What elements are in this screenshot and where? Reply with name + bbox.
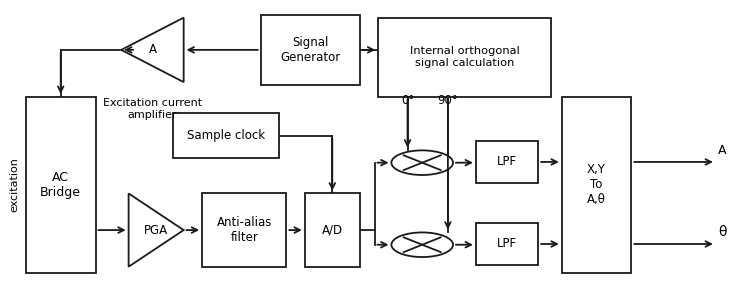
Text: 0°: 0° [401,94,414,107]
Polygon shape [121,18,184,82]
Bar [562,97,631,273]
Text: Anti-alias
filter: Anti-alias filter [216,216,272,244]
Bar [202,193,286,267]
Text: PGA: PGA [144,224,169,237]
Text: X,Y
To
A,θ: X,Y To A,θ [587,163,606,206]
Text: Internal orthogonal
signal calculation: Internal orthogonal signal calculation [410,46,519,68]
Bar [172,113,279,158]
Text: LPF: LPF [497,237,517,251]
Text: AC
Bridge: AC Bridge [40,171,81,199]
Polygon shape [129,193,184,267]
Text: Sample clock: Sample clock [187,129,265,142]
Circle shape [392,150,453,175]
Bar [25,97,96,273]
Text: θ: θ [718,225,727,239]
Text: A/D: A/D [322,224,343,237]
Text: Excitation current
amplifier: Excitation current amplifier [103,98,201,120]
Circle shape [392,232,453,257]
Text: 90°: 90° [437,94,458,107]
Text: Signal
Generator: Signal Generator [280,36,340,64]
Bar [476,223,539,265]
Bar [305,193,360,267]
Text: A: A [148,43,157,57]
Bar [378,18,551,97]
Text: LPF: LPF [497,155,517,168]
Text: A: A [718,144,727,157]
Bar [476,141,539,183]
Bar [261,15,360,85]
Text: excitation: excitation [10,157,19,212]
